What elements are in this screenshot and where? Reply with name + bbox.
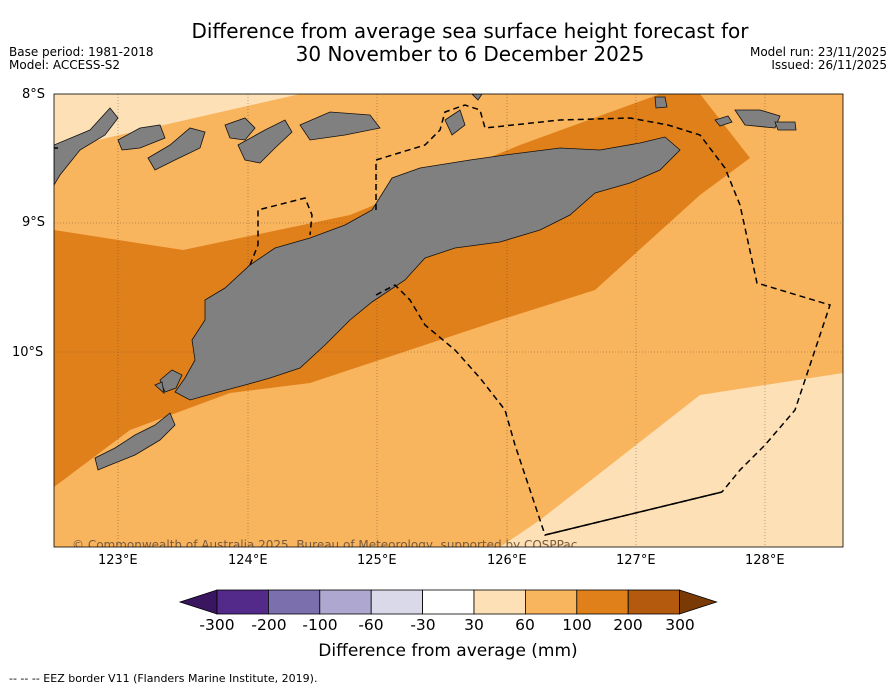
roti-island [94,412,176,471]
title-line-2: 30 November to 6 December 2025 [295,42,645,66]
wetar-north-island [444,109,466,136]
map-area: © Commonwealth of Australia 2025, Bureau… [54,94,843,552]
copyright-text: © Commonwealth of Australia 2025, Bureau… [72,538,577,552]
colorbar-swatch [576,589,629,615]
cb-tick: -100 [302,616,338,634]
map-title: Difference from average sea surface heig… [0,20,896,66]
lat-label-9s: 9°S [22,215,46,230]
band-60-100-corner [54,94,300,150]
timor-island [174,136,681,401]
lat-label-10s: 10°S [12,345,44,360]
leti-island [654,96,668,109]
model-run-text: Model run: 23/11/2025 [749,45,887,59]
colorbar-swatch [370,589,424,615]
base-period-text: Base period: 1981-2018 [9,45,154,59]
colorbar-swatch [319,589,372,615]
small-island-3 [471,94,483,101]
lon-label-123e: 123°E [98,553,138,568]
colorbar-swatch [627,589,681,615]
lembata-island [147,127,206,171]
colorbar-swatch [216,589,269,615]
small-island-2 [774,121,797,131]
cb-tick: 200 [613,616,643,634]
cb-tick: -30 [410,616,436,634]
lon-label-128e: 128°E [745,553,785,568]
flores-island [54,107,119,186]
colorbar-extend-high [679,589,718,615]
colorbar-extend-low [178,589,218,615]
eez-borders [54,104,831,536]
semau-island [159,369,183,393]
lon-label-125e: 125°E [357,553,397,568]
title-line-1: Difference from average sea surface heig… [191,19,749,43]
colorbar-swatch [422,589,475,615]
eez-legend: -- -- -- EEZ border V11 (Flanders Marine… [9,672,318,685]
small-island-4 [154,381,165,395]
cb-tick: 60 [515,616,535,634]
colorbar-swatch [267,589,321,615]
colorbar-label: Difference from average (mm) [318,641,578,661]
cb-tick: -60 [358,616,384,634]
alor-island [237,119,293,164]
cb-tick: -300 [199,616,235,634]
cb-tick: 300 [665,616,695,634]
colorbar-swatch [473,589,526,615]
colorbar-swatch [525,589,578,615]
issued-text: Issued: 26/11/2025 [771,58,887,72]
lat-label-8s: 8°S [22,87,46,102]
lon-label-126e: 126°E [487,553,527,568]
small-island-1 [714,115,733,127]
model-text: Model: ACCESS-S2 [9,58,121,72]
pantar-island [224,117,256,141]
meta-right: Model run: 23/11/2025 Issued: 26/11/2025 [750,46,887,72]
cb-tick: -200 [251,616,287,634]
map-frame [53,93,844,548]
band-60-100-lower [500,373,843,547]
cb-tick: 100 [562,616,592,634]
colorbar [178,589,718,615]
lon-label-127e: 127°E [616,553,656,568]
solor-island [117,124,166,151]
cb-tick: 30 [464,616,484,634]
meta-left: Base period: 1981-2018 Model: ACCESS-S2 [9,46,154,72]
land-masses [54,94,797,471]
lon-label-124e: 124°E [228,553,268,568]
eez-solid-segment [544,491,723,536]
atauro-island [299,111,381,141]
